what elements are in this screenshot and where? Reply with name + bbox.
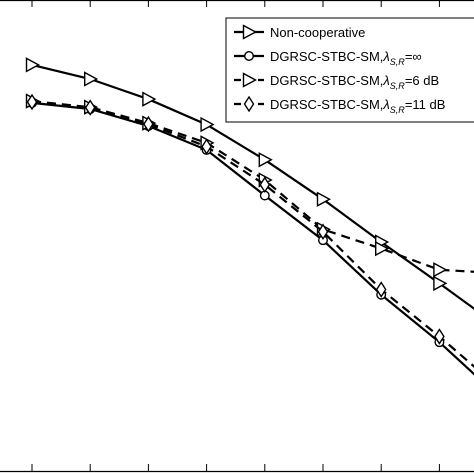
legend-item: DGRSC-STBC-SM,λS,R=11 dB (234, 95, 445, 115)
legend-label: Non-cooperative (270, 25, 365, 40)
data-point (25, 57, 40, 73)
series-layer (25, 57, 474, 376)
legend-label: DGRSC-STBC-SM,λS,R=6 dB (270, 73, 439, 91)
data-point (143, 115, 154, 133)
data-point (259, 176, 271, 194)
data-point (201, 138, 212, 155)
data-point (200, 116, 215, 133)
legend-marker (243, 95, 255, 113)
data-point (316, 191, 331, 207)
data-point (434, 328, 445, 345)
data-point (26, 93, 38, 111)
data-point (375, 240, 390, 257)
series-line-4 (31, 100, 474, 368)
legend-item: DGRSC-STBC-SM,λS,R=∞ (234, 49, 422, 67)
legend-item: DGRSC-STBC-SM,λS,R=6 dB (234, 72, 439, 91)
data-point (83, 71, 99, 87)
data-point (258, 152, 273, 168)
legend-label: DGRSC-STBC-SM,λS,R=11 dB (270, 97, 445, 115)
series-1 (25, 57, 474, 310)
series-4 (26, 93, 474, 368)
legend-box (225, 17, 474, 123)
data-point (433, 262, 448, 278)
legend-marker (242, 24, 257, 40)
data-point (375, 281, 387, 298)
series-2 (27, 97, 474, 376)
legend-marker (242, 72, 257, 88)
data-point (142, 91, 157, 107)
legend: Non-cooperative DGRSC-STBC-SM,λS,R=∞ DGRSC… (225, 17, 474, 123)
data-point (84, 99, 96, 116)
legend-label: DGRSC-STBC-SM,λS,R=∞ (270, 49, 422, 67)
legend-marker (243, 51, 254, 62)
series-line-2 (31, 101, 474, 376)
data-point (317, 223, 329, 241)
data-point (433, 275, 448, 292)
legend-item: Non-cooperative (234, 24, 365, 40)
